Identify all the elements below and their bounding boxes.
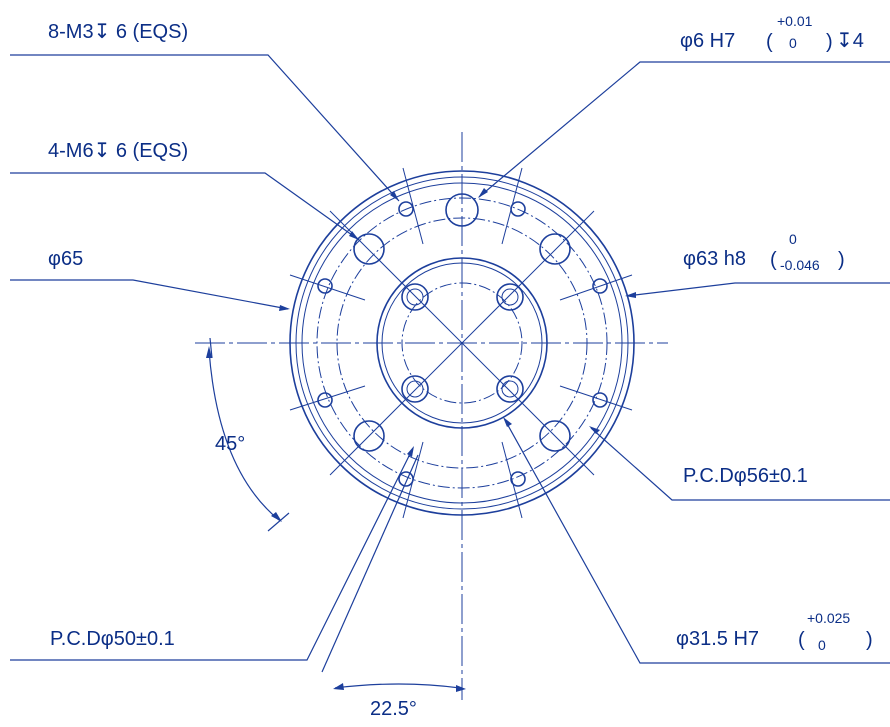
- leader-m6: [10, 172, 360, 241]
- leader-pcd56-arrow: [589, 426, 600, 434]
- leader-pcd50: [10, 447, 414, 661]
- paren-close: ): [826, 31, 833, 53]
- inner-hole: [501, 380, 519, 398]
- m3-hole: [510, 471, 526, 487]
- leader-d65: [10, 279, 289, 310]
- angle225-arc: [334, 683, 461, 689]
- label-pcd50: P.C.Dφ50±0.1: [50, 628, 175, 650]
- leader-d6: [478, 61, 890, 198]
- label-d6: φ6 H7: [680, 30, 735, 52]
- m3-hole: [398, 471, 414, 487]
- angle45-arc: [208, 349, 280, 521]
- leader-d6-arrow: [478, 188, 488, 198]
- tick-3: [559, 274, 633, 301]
- angle45-ext-2: [267, 512, 290, 532]
- leader-m6-arrow: [349, 231, 359, 240]
- paren-close: ): [838, 249, 845, 271]
- inner-hole-outer: [496, 375, 524, 403]
- inner-hole: [406, 380, 424, 398]
- paren-open: (: [770, 249, 777, 271]
- angle225-arrow-2: [456, 685, 466, 692]
- angle45-arrow-2: [271, 512, 282, 522]
- m6-hole: [539, 420, 571, 452]
- leader-d63-arrow: [625, 292, 636, 298]
- leader-m3-arrow: [390, 191, 399, 201]
- label-d6-upper: +0.01: [777, 13, 813, 29]
- inner-hole-outer: [496, 283, 524, 311]
- m3-hole: [592, 392, 608, 408]
- center-lines: [195, 132, 668, 700]
- inner-hole: [406, 288, 424, 306]
- label-d315: φ31.5 H7: [676, 628, 759, 650]
- inner-hole-outer: [401, 375, 429, 403]
- label-m3: 8-M3↧ 6 (EQS): [48, 21, 188, 43]
- m6-hole: [353, 420, 385, 452]
- paren-close: ): [866, 629, 873, 651]
- m3-hole: [510, 201, 526, 217]
- tick-8: [501, 441, 523, 519]
- leader-lines: [10, 54, 890, 664]
- angle225-arrow-1: [333, 683, 344, 690]
- paren-open: (: [798, 629, 805, 651]
- diagonal-centerline-2: [329, 210, 595, 476]
- label-d65: φ65: [48, 248, 83, 270]
- m6-holes: [353, 233, 571, 452]
- inner-holes: [401, 283, 524, 403]
- angle45-arrow-1: [206, 346, 212, 358]
- leader-m3: [10, 54, 400, 202]
- labels: 8-M3↧ 6 (EQS) 4-M6↧ 6 (EQS) φ65 φ6 H7 ( …: [48, 13, 873, 720]
- leader-d315-arrow: [503, 417, 512, 427]
- label-angle225: 22.5°: [370, 698, 417, 720]
- leader-pcd50-arrow: [407, 446, 414, 457]
- label-d315-lower: 0: [818, 637, 826, 653]
- m3-hole: [317, 392, 333, 408]
- inner-hole-outer: [401, 283, 429, 311]
- label-d63: φ63 h8: [683, 248, 746, 270]
- m6-hole: [353, 233, 385, 265]
- label-d6-lower: 0: [789, 35, 797, 51]
- angle-dimensions: [206, 337, 466, 692]
- tick-5: [289, 274, 366, 301]
- tick-4: [559, 385, 633, 411]
- label-d6-depth: ↧4: [836, 30, 864, 52]
- m3-hole: [317, 278, 333, 294]
- leader-d63: [626, 282, 890, 297]
- m3-hole: [592, 278, 608, 294]
- pin-hole: [445, 193, 479, 227]
- m3-holes: [317, 201, 608, 487]
- angle45-ext-1: [209, 337, 213, 359]
- label-m6: 4-M6↧ 6 (EQS): [48, 140, 188, 162]
- label-d63-lower: -0.046: [780, 257, 820, 273]
- tick-6: [289, 385, 366, 411]
- paren-open: (: [766, 31, 773, 53]
- m6-hole: [539, 233, 571, 265]
- m3-hole: [398, 201, 414, 217]
- leader-d65-arrow: [279, 305, 290, 311]
- leader-pcd56: [590, 427, 890, 501]
- angle225-ext: [321, 454, 419, 673]
- label-angle45: 45°: [215, 433, 245, 455]
- label-pcd56: P.C.Dφ56±0.1: [683, 465, 808, 487]
- leader-d315: [504, 419, 890, 664]
- label-d315-upper: +0.025: [807, 610, 850, 626]
- label-d63-upper: 0: [789, 231, 797, 247]
- inner-hole: [501, 288, 519, 306]
